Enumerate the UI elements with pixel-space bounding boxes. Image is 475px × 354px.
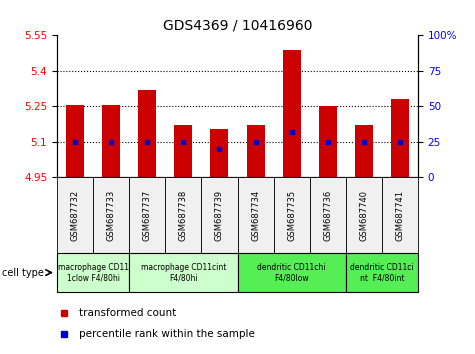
Bar (66, 105, 84, 177)
Text: dendritic CD11ci
nt  F4/80int: dendritic CD11ci nt F4/80int (350, 263, 414, 282)
Bar (57, 253, 129, 292)
Bar (102, 105, 120, 177)
Bar (129, 177, 165, 253)
Text: dendritic CD11chi
F4/80low: dendritic CD11chi F4/80low (257, 263, 326, 282)
Title: GDS4369 / 10416960: GDS4369 / 10416960 (163, 19, 312, 33)
Bar (283, 50, 301, 177)
Bar (129, 253, 238, 292)
Text: GSM687733: GSM687733 (107, 189, 115, 241)
Text: percentile rank within the sample: percentile rank within the sample (79, 329, 255, 339)
Bar (382, 177, 418, 253)
Text: GSM687732: GSM687732 (71, 189, 79, 241)
Bar (93, 177, 129, 253)
Text: cell type: cell type (2, 268, 44, 278)
Bar (238, 177, 274, 253)
Bar (210, 129, 228, 177)
Bar (138, 90, 156, 177)
Bar (165, 177, 201, 253)
Bar (310, 177, 346, 253)
Bar (174, 125, 192, 177)
Bar (238, 253, 346, 292)
Bar (355, 125, 373, 177)
Text: GSM687738: GSM687738 (179, 189, 188, 241)
Text: GSM687740: GSM687740 (360, 189, 368, 241)
Bar (391, 99, 409, 177)
Bar (201, 177, 238, 253)
Bar (57, 177, 93, 253)
Bar (346, 177, 382, 253)
Text: GSM687739: GSM687739 (215, 189, 224, 241)
Text: GSM687737: GSM687737 (143, 189, 152, 241)
Bar (346, 253, 418, 292)
Bar (319, 106, 337, 177)
Bar (247, 125, 265, 177)
Bar (274, 177, 310, 253)
Text: GSM687734: GSM687734 (251, 189, 260, 241)
Text: GSM687741: GSM687741 (396, 189, 404, 241)
Text: transformed count: transformed count (79, 308, 176, 318)
Text: macrophage CD11
1clow F4/80hi: macrophage CD11 1clow F4/80hi (57, 263, 129, 282)
Text: GSM687736: GSM687736 (323, 189, 332, 241)
Text: macrophage CD11cint
F4/80hi: macrophage CD11cint F4/80hi (141, 263, 226, 282)
Text: GSM687735: GSM687735 (287, 189, 296, 241)
